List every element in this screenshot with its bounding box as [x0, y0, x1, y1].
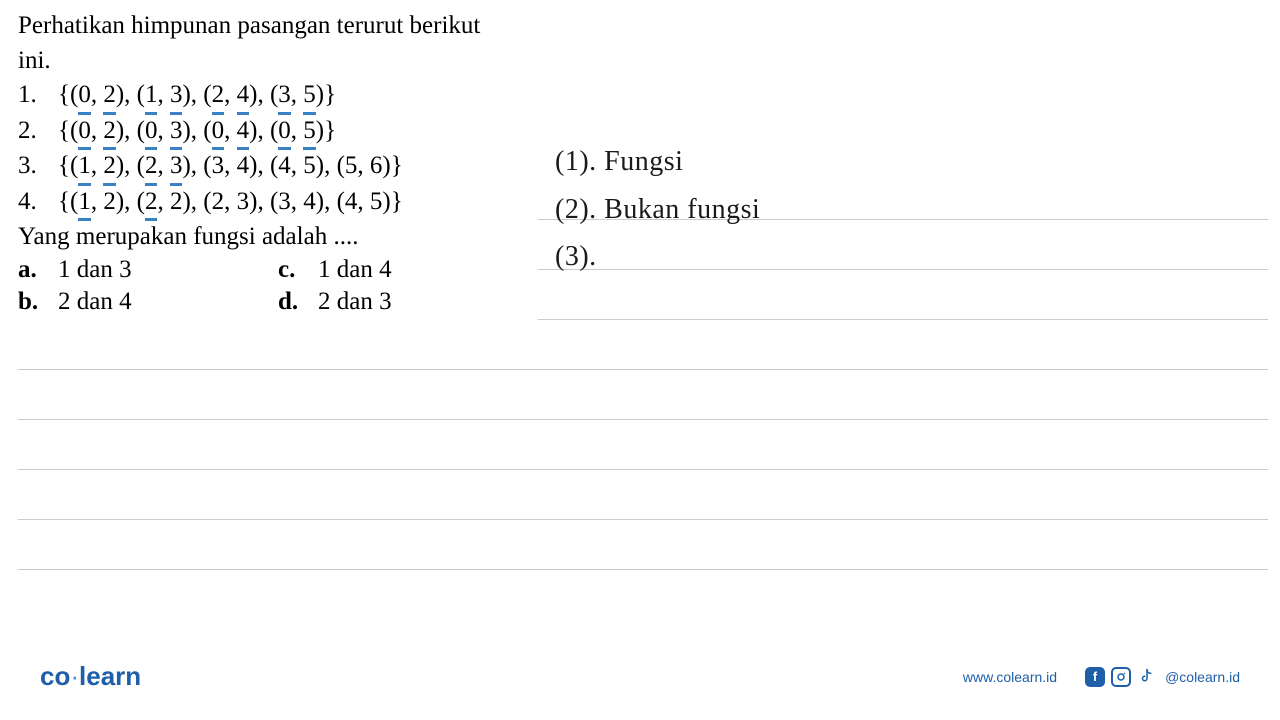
question-intro-line1: Perhatikan himpunan pasangan terurut ber… — [18, 10, 558, 43]
handwritten-answers: (1). Fungsi (2). Bukan fungsi (3). — [555, 138, 1235, 281]
logo-dot: · — [70, 661, 79, 691]
list-item-2: 2. {(0, 2), (0, 3), (0, 4), (0, 5)} — [18, 115, 558, 151]
logo-learn: learn — [79, 661, 141, 691]
brand-logo: co·learn — [40, 661, 141, 692]
list-content: {(0, 2), (0, 3), (0, 4), (0, 5)} — [58, 115, 558, 151]
list-number: 2. — [18, 115, 58, 148]
instagram-icon — [1111, 667, 1131, 687]
logo-co: co — [40, 661, 70, 691]
footer: co·learn www.colearn.id f @colearn.id — [0, 661, 1280, 692]
footer-right: www.colearn.id f @colearn.id — [963, 667, 1240, 687]
list-number: 1. — [18, 79, 58, 112]
question-intro-line2: ini. — [18, 45, 558, 78]
list-item-1: 1. {(0, 2), (1, 3), (2, 4), (3, 5)} — [18, 79, 558, 115]
list-content: {(0, 2), (1, 3), (2, 4), (3, 5)} — [58, 79, 558, 115]
handwritten-line-2: (2). Bukan fungsi — [555, 186, 1235, 234]
handwritten-line-3: (3). — [555, 233, 1235, 281]
facebook-icon: f — [1085, 667, 1105, 687]
website-url: www.colearn.id — [963, 669, 1057, 685]
handwritten-line-1: (1). Fungsi — [555, 138, 1235, 186]
social-handle: @colearn.id — [1165, 669, 1240, 685]
social-group: f @colearn.id — [1085, 667, 1240, 687]
tiktok-icon — [1137, 667, 1157, 687]
